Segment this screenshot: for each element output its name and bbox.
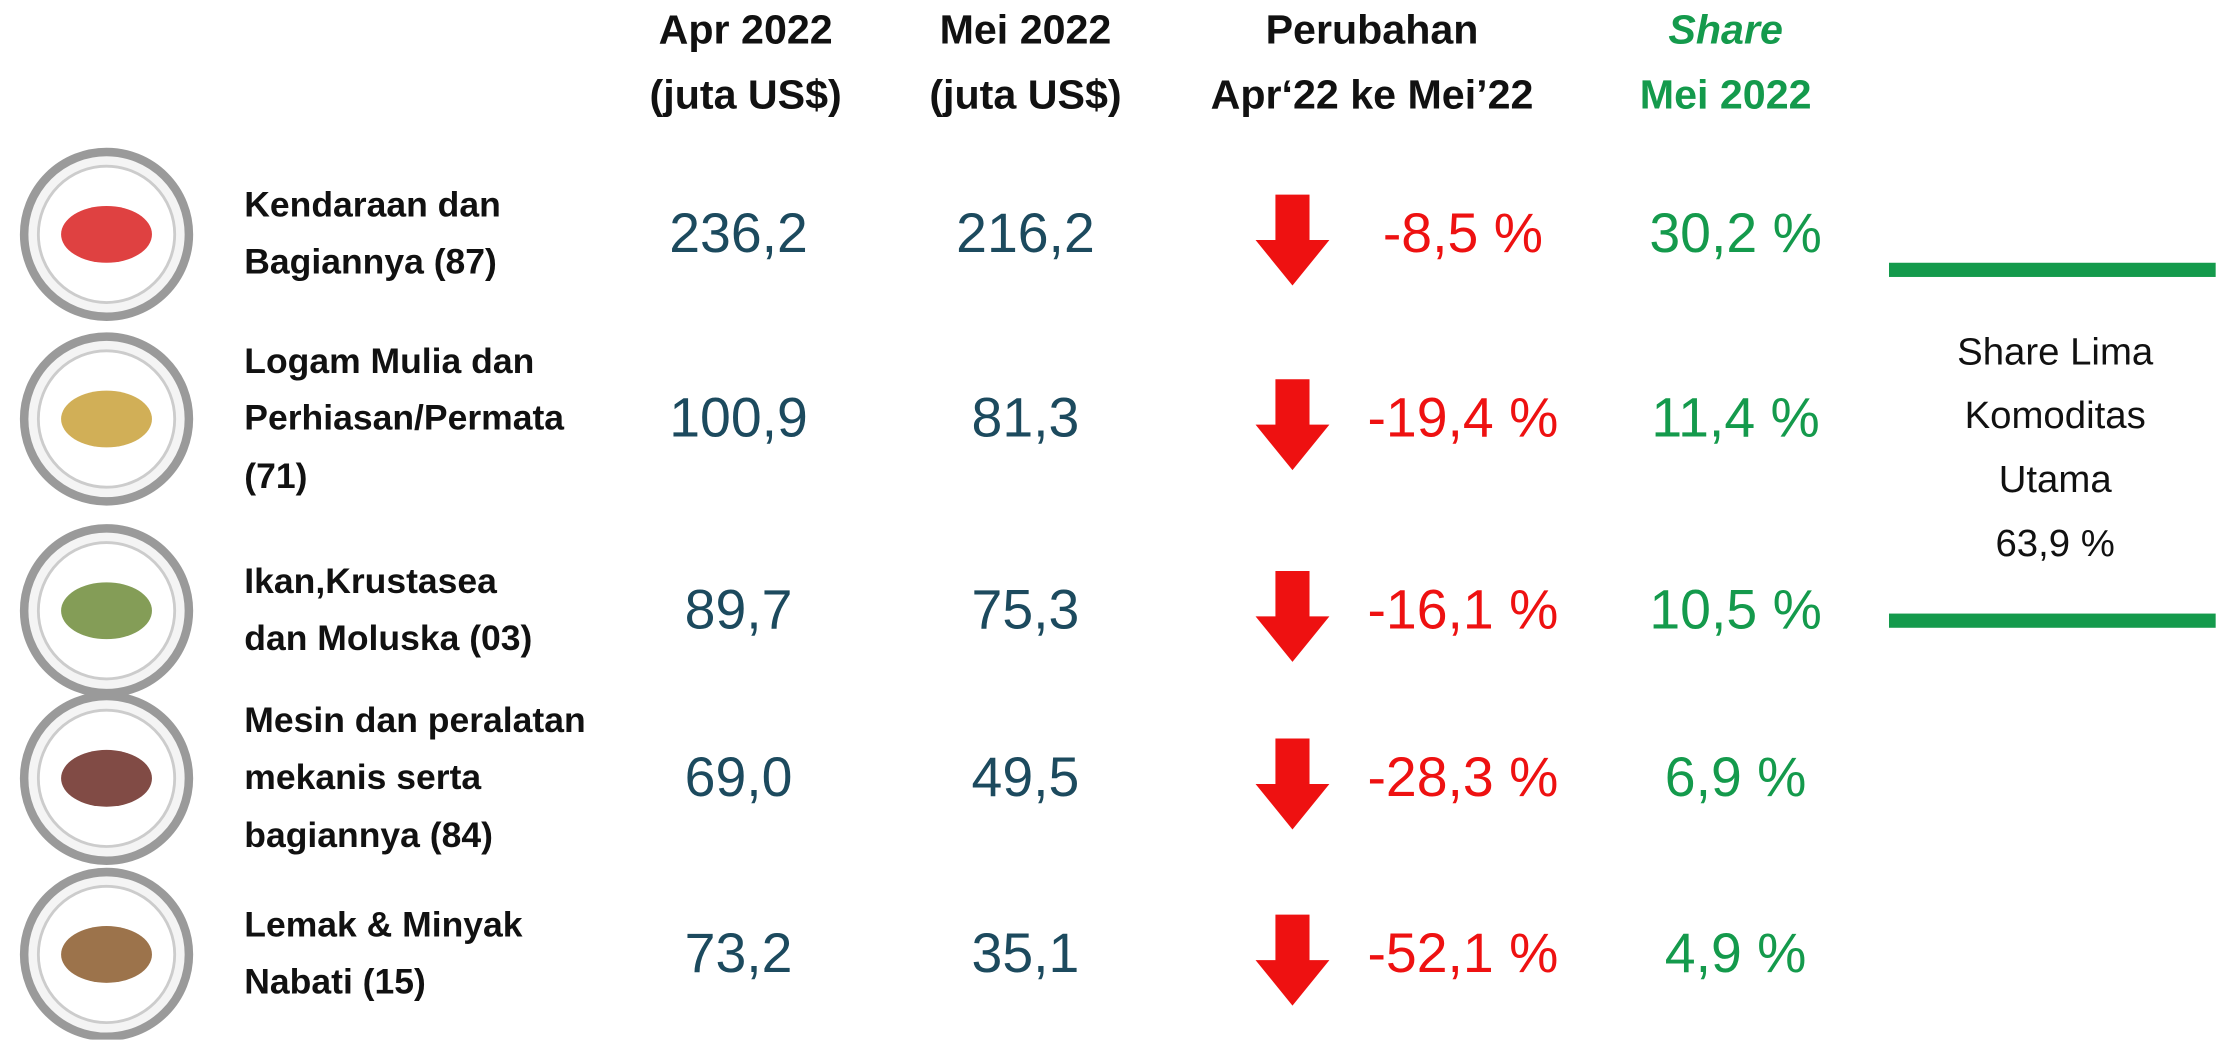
row-label: Lemak & Minyak	[244, 905, 523, 945]
row-label: mekanis serta	[244, 757, 482, 798]
value-mei: 216,2	[956, 203, 1095, 265]
value-share: 11,4 %	[1651, 388, 1820, 450]
row-label: Nabati (15)	[244, 962, 426, 1003]
row-label: Mesin dan peralatan	[244, 700, 586, 740]
row-label: dan Moluska (03)	[244, 618, 533, 659]
icon-motif	[61, 390, 152, 448]
down-arrow	[1255, 379, 1330, 471]
header-share: Mei 2022	[1639, 73, 1812, 119]
header-change: Apr‘22 ke Mei’22	[1210, 73, 1534, 119]
header-apr: Apr 2022	[658, 7, 833, 54]
value-share: 6,9 %	[1664, 747, 1807, 809]
value-mei: 35,1	[971, 923, 1080, 985]
value-apr: 89,7	[684, 580, 793, 642]
side-note: Komoditas	[1964, 394, 2146, 437]
side-line-top	[1888, 262, 2216, 277]
value-mei: 75,3	[971, 580, 1080, 642]
value-mei: 81,3	[971, 388, 1080, 450]
value-share: 30,2 %	[1649, 203, 1822, 265]
value-change: -28,3 %	[1367, 747, 1559, 809]
header-apr: (juta US$)	[649, 73, 842, 119]
side-note: Share Lima	[1957, 330, 2154, 373]
value-apr: 236,2	[669, 203, 808, 265]
value-apr: 69,0	[684, 747, 793, 809]
row-label: Ikan,Krustasea	[244, 561, 497, 602]
value-change: -8,5 %	[1382, 203, 1543, 265]
down-arrow	[1255, 914, 1330, 1006]
value-change: -16,1 %	[1367, 580, 1559, 642]
row-label: Bagiannya (87)	[244, 242, 497, 283]
header-share: Share	[1668, 7, 1783, 54]
value-change: -52,1 %	[1367, 923, 1559, 985]
icon-motif	[61, 749, 152, 807]
row-label: Logam Mulia dan	[244, 340, 535, 381]
side-line-bottom	[1888, 613, 2216, 628]
header-change: Perubahan	[1265, 7, 1479, 54]
row-label: Perhiasan/Permata	[244, 398, 565, 439]
side-note: Utama	[1998, 458, 2112, 501]
down-arrow	[1255, 738, 1330, 830]
icon-motif	[61, 205, 152, 263]
value-apr: 100,9	[669, 388, 808, 450]
side-note: 63,9 %	[1995, 521, 2115, 565]
row-label: (71)	[244, 455, 308, 496]
value-share: 4,9 %	[1664, 923, 1807, 985]
value-share: 10,5 %	[1649, 580, 1822, 642]
down-arrow	[1255, 570, 1330, 662]
icon-motif	[61, 582, 152, 640]
header-mei: (juta US$)	[929, 73, 1122, 119]
value-mei: 49,5	[971, 747, 1080, 809]
row-label: bagiannya (84)	[244, 815, 493, 856]
row-label: Kendaraan dan	[244, 184, 501, 225]
header-mei: Mei 2022	[939, 7, 1112, 54]
down-arrow	[1255, 194, 1330, 286]
value-apr: 73,2	[684, 923, 793, 985]
icon-motif	[61, 926, 152, 983]
value-change: -19,4 %	[1367, 388, 1559, 450]
